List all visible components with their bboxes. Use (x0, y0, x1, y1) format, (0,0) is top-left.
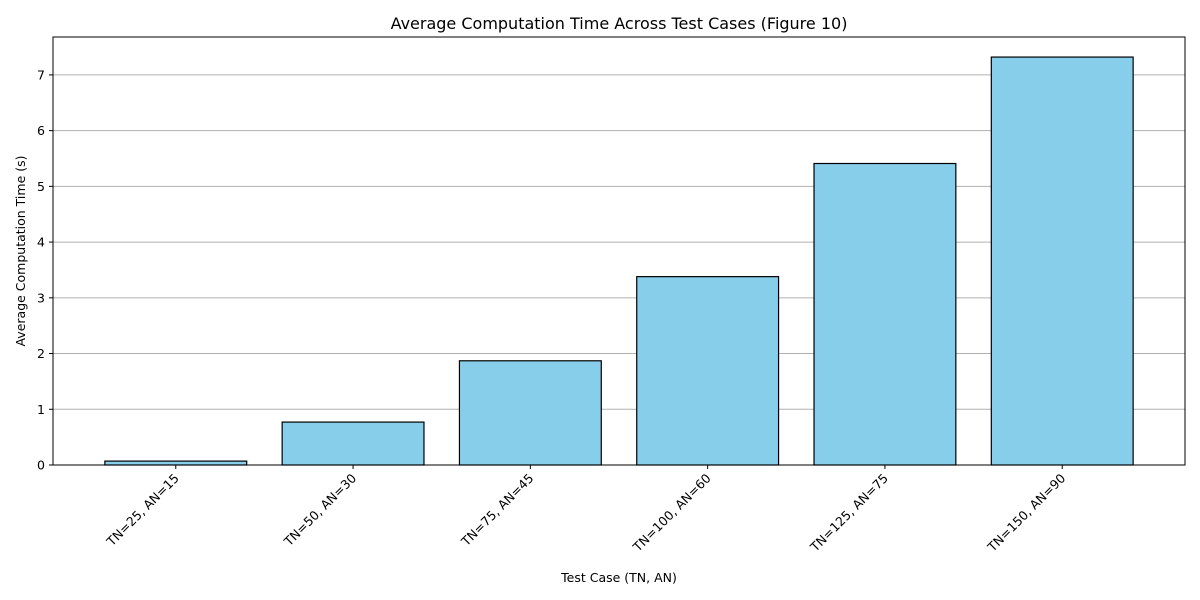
x-axis-ticks: TN=25, AN=15 TN=50, AN=30 TN=75, AN=45 TN=1… (103, 465, 1068, 555)
y-tick-label-3: 3 (37, 290, 45, 305)
x-tick-label-1: TN=25, AN=15 (103, 471, 182, 550)
x-tick-label-3: TN=75, AN=45 (458, 471, 537, 550)
grid-lines (53, 74, 1185, 466)
y-tick-label-0: 0 (37, 458, 45, 473)
y-tick-label-4: 4 (37, 235, 45, 250)
bar-4 (636, 276, 780, 466)
x-tick-label-6: TN=150, AN=90 (984, 470, 1069, 555)
y-tick-label-5: 5 (37, 179, 45, 194)
bars (104, 56, 1134, 466)
x-tick-label-5: TN=125, AN=75 (807, 471, 892, 556)
bar-5 (813, 162, 957, 466)
x-tick-label-4: TN=100, AN=60 (629, 470, 714, 555)
y-tick-label-1: 1 (37, 402, 45, 417)
y-tick-label-2: 2 (37, 346, 45, 361)
bar-6 (990, 56, 1134, 466)
bar-2 (281, 421, 425, 466)
y-tick-label-6: 6 (37, 123, 45, 138)
bar-3 (458, 360, 602, 466)
x-axis-label: Test Case (TN, AN) (560, 570, 677, 585)
x-tick-label-2: TN=50, AN=30 (280, 470, 359, 549)
y-tick-label-7: 7 (37, 67, 45, 82)
chart-title: Average Computation Time Across Test Cas… (391, 14, 848, 33)
y-axis-ticks: 0 1 2 3 4 5 6 7 (37, 67, 53, 473)
bar-1 (104, 460, 248, 466)
plot-frame (52, 36, 1186, 466)
y-axis-label: Average Computation Time (s) (13, 155, 28, 346)
